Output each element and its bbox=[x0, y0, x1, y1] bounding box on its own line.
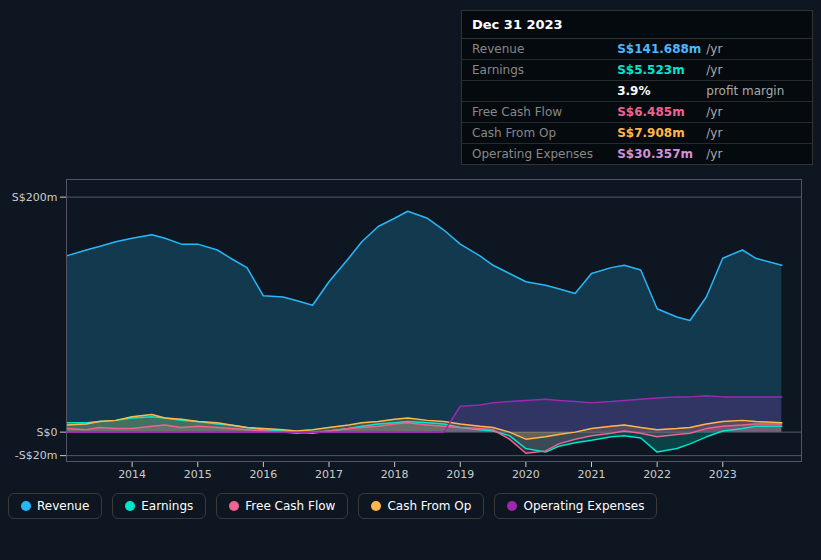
svg-text:2019: 2019 bbox=[446, 468, 474, 481]
html-text:profit margin: profit margin bbox=[706, 84, 785, 98]
html-text:Revenue: Revenue bbox=[472, 42, 525, 56]
html-text:Earnings: Earnings bbox=[141, 499, 194, 513]
html-text:Cash From Op: Cash From Op bbox=[387, 499, 472, 513]
svg-text:2022: 2022 bbox=[643, 468, 671, 481]
html-text:Cash From Op: Cash From Op bbox=[472, 126, 556, 140]
html-text:Revenue: Revenue bbox=[37, 499, 90, 513]
svg-text:S$200m: S$200m bbox=[12, 191, 58, 204]
svg-text:2020: 2020 bbox=[512, 468, 540, 481]
html-text:/yr: /yr bbox=[706, 126, 723, 140]
html-text:S$30.357m: S$30.357m bbox=[617, 147, 693, 161]
html-text:/yr: /yr bbox=[706, 63, 723, 77]
html-text:Operating Expenses: Operating Expenses bbox=[472, 147, 593, 161]
svg-text:S$0: S$0 bbox=[37, 426, 58, 439]
html-text:S$7.908m: S$7.908m bbox=[617, 126, 685, 140]
html-text:Dec 31 2023: Dec 31 2023 bbox=[472, 17, 563, 32]
html-text:/yr: /yr bbox=[706, 147, 723, 161]
html-text:Earnings: Earnings bbox=[472, 63, 525, 77]
svg-text:2016: 2016 bbox=[249, 468, 277, 481]
html-text:Free Cash Flow: Free Cash Flow bbox=[472, 105, 563, 119]
svg-text:2021: 2021 bbox=[578, 468, 606, 481]
svg-text:2018: 2018 bbox=[381, 468, 409, 481]
html-text:3.9%: 3.9% bbox=[617, 84, 651, 98]
html-text:/yr: /yr bbox=[706, 105, 723, 119]
html-text:Operating Expenses: Operating Expenses bbox=[523, 499, 645, 513]
svg-text:2017: 2017 bbox=[315, 468, 343, 481]
html-text:S$5.523m: S$5.523m bbox=[617, 63, 685, 77]
html-text:S$6.485m: S$6.485m bbox=[617, 105, 685, 119]
svg-text:2023: 2023 bbox=[709, 468, 737, 481]
html-text:S$141.688m /yr: S$141.688m /yr bbox=[617, 42, 723, 56]
svg-text:2014: 2014 bbox=[118, 468, 146, 481]
html-text:Free Cash Flow: Free Cash Flow bbox=[245, 499, 336, 513]
svg-text:-S$20m: -S$20m bbox=[15, 449, 58, 462]
svg-text:2015: 2015 bbox=[184, 468, 212, 481]
